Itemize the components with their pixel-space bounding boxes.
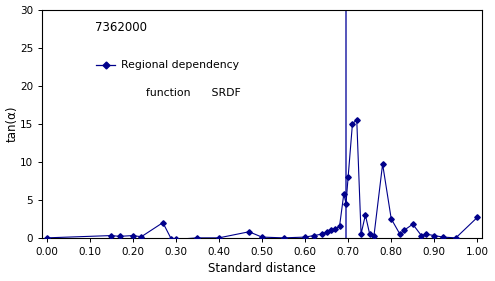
Text: 7362000: 7362000 [95, 21, 147, 34]
X-axis label: Standard distance: Standard distance [208, 262, 316, 275]
Y-axis label: tan(α): tan(α) [5, 105, 18, 142]
Legend: Regional dependency: Regional dependency [92, 56, 243, 75]
Text: function      SRDF: function SRDF [146, 88, 240, 98]
